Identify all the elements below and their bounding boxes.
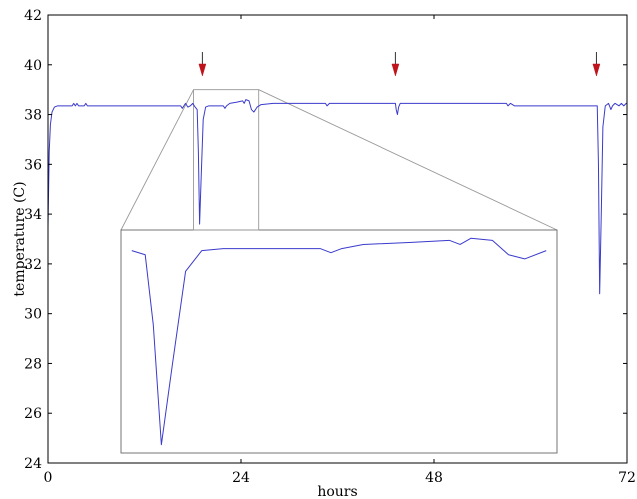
y-tick-label: 36 xyxy=(24,157,42,173)
y-tick-label: 34 xyxy=(24,207,42,223)
zoom-guide-lines xyxy=(120,89,558,231)
series-line xyxy=(47,99,627,295)
event-arrow xyxy=(592,52,601,77)
main-plot xyxy=(47,99,627,295)
y-tick-label: 32 xyxy=(24,257,42,273)
y-tick-label: 30 xyxy=(24,307,42,323)
y-tick-label: 28 xyxy=(24,356,42,372)
zoom-guide-right xyxy=(258,89,558,231)
event-arrows xyxy=(198,52,601,77)
inset-plot xyxy=(131,237,547,446)
y-axis-label: temperature (C) xyxy=(12,181,28,296)
event-arrow-head xyxy=(592,63,601,77)
y-tick-label: 38 xyxy=(24,108,42,124)
inset-frame xyxy=(120,229,558,454)
zoom-guide-left xyxy=(120,89,194,231)
x-axis-label: hours xyxy=(317,484,357,499)
plot-frame xyxy=(47,14,628,464)
y-tick-label: 42 xyxy=(24,8,42,24)
inset-series-line xyxy=(131,237,547,446)
y-tick-label: 24 xyxy=(24,456,42,472)
y-tick-label: 40 xyxy=(24,58,42,74)
event-arrow-head xyxy=(391,63,400,77)
x-tick-label: 72 xyxy=(618,470,636,486)
x-tick-label: 0 xyxy=(44,470,53,486)
event-arrow xyxy=(198,52,207,77)
y-tick-label: 26 xyxy=(24,406,42,422)
x-tick-label: 48 xyxy=(425,470,443,486)
x-tick-label: 24 xyxy=(232,470,250,486)
event-arrow-head xyxy=(198,63,207,77)
zoom-region-box xyxy=(193,89,260,231)
event-arrow xyxy=(391,52,400,77)
